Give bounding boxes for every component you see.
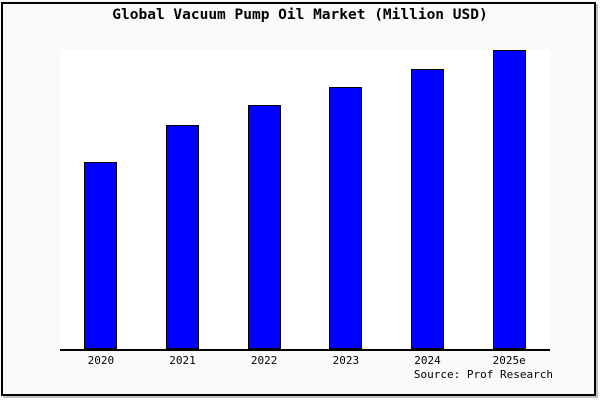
bar-2024 — [411, 69, 444, 349]
x-tick-label-2020: 2020 — [87, 354, 115, 367]
bar-2021 — [166, 125, 199, 349]
source-note: Source: Prof Research — [413, 368, 553, 381]
x-tick-label-2022: 2022 — [250, 354, 278, 367]
x-tick-label-2021: 2021 — [169, 354, 196, 367]
x-tick-label-2024: 2024 — [414, 354, 441, 367]
plot-area — [60, 50, 550, 351]
x-tick-label-2023: 2023 — [332, 354, 360, 367]
bar-2022 — [247, 105, 281, 349]
bar-2025e — [492, 50, 526, 349]
bar-2023 — [329, 87, 363, 349]
chart-title: Global Vacuum Pump Oil Market (Million U… — [112, 7, 488, 23]
x-tick-label-2025e: 2025e — [492, 354, 526, 367]
bar-2020 — [84, 162, 118, 349]
